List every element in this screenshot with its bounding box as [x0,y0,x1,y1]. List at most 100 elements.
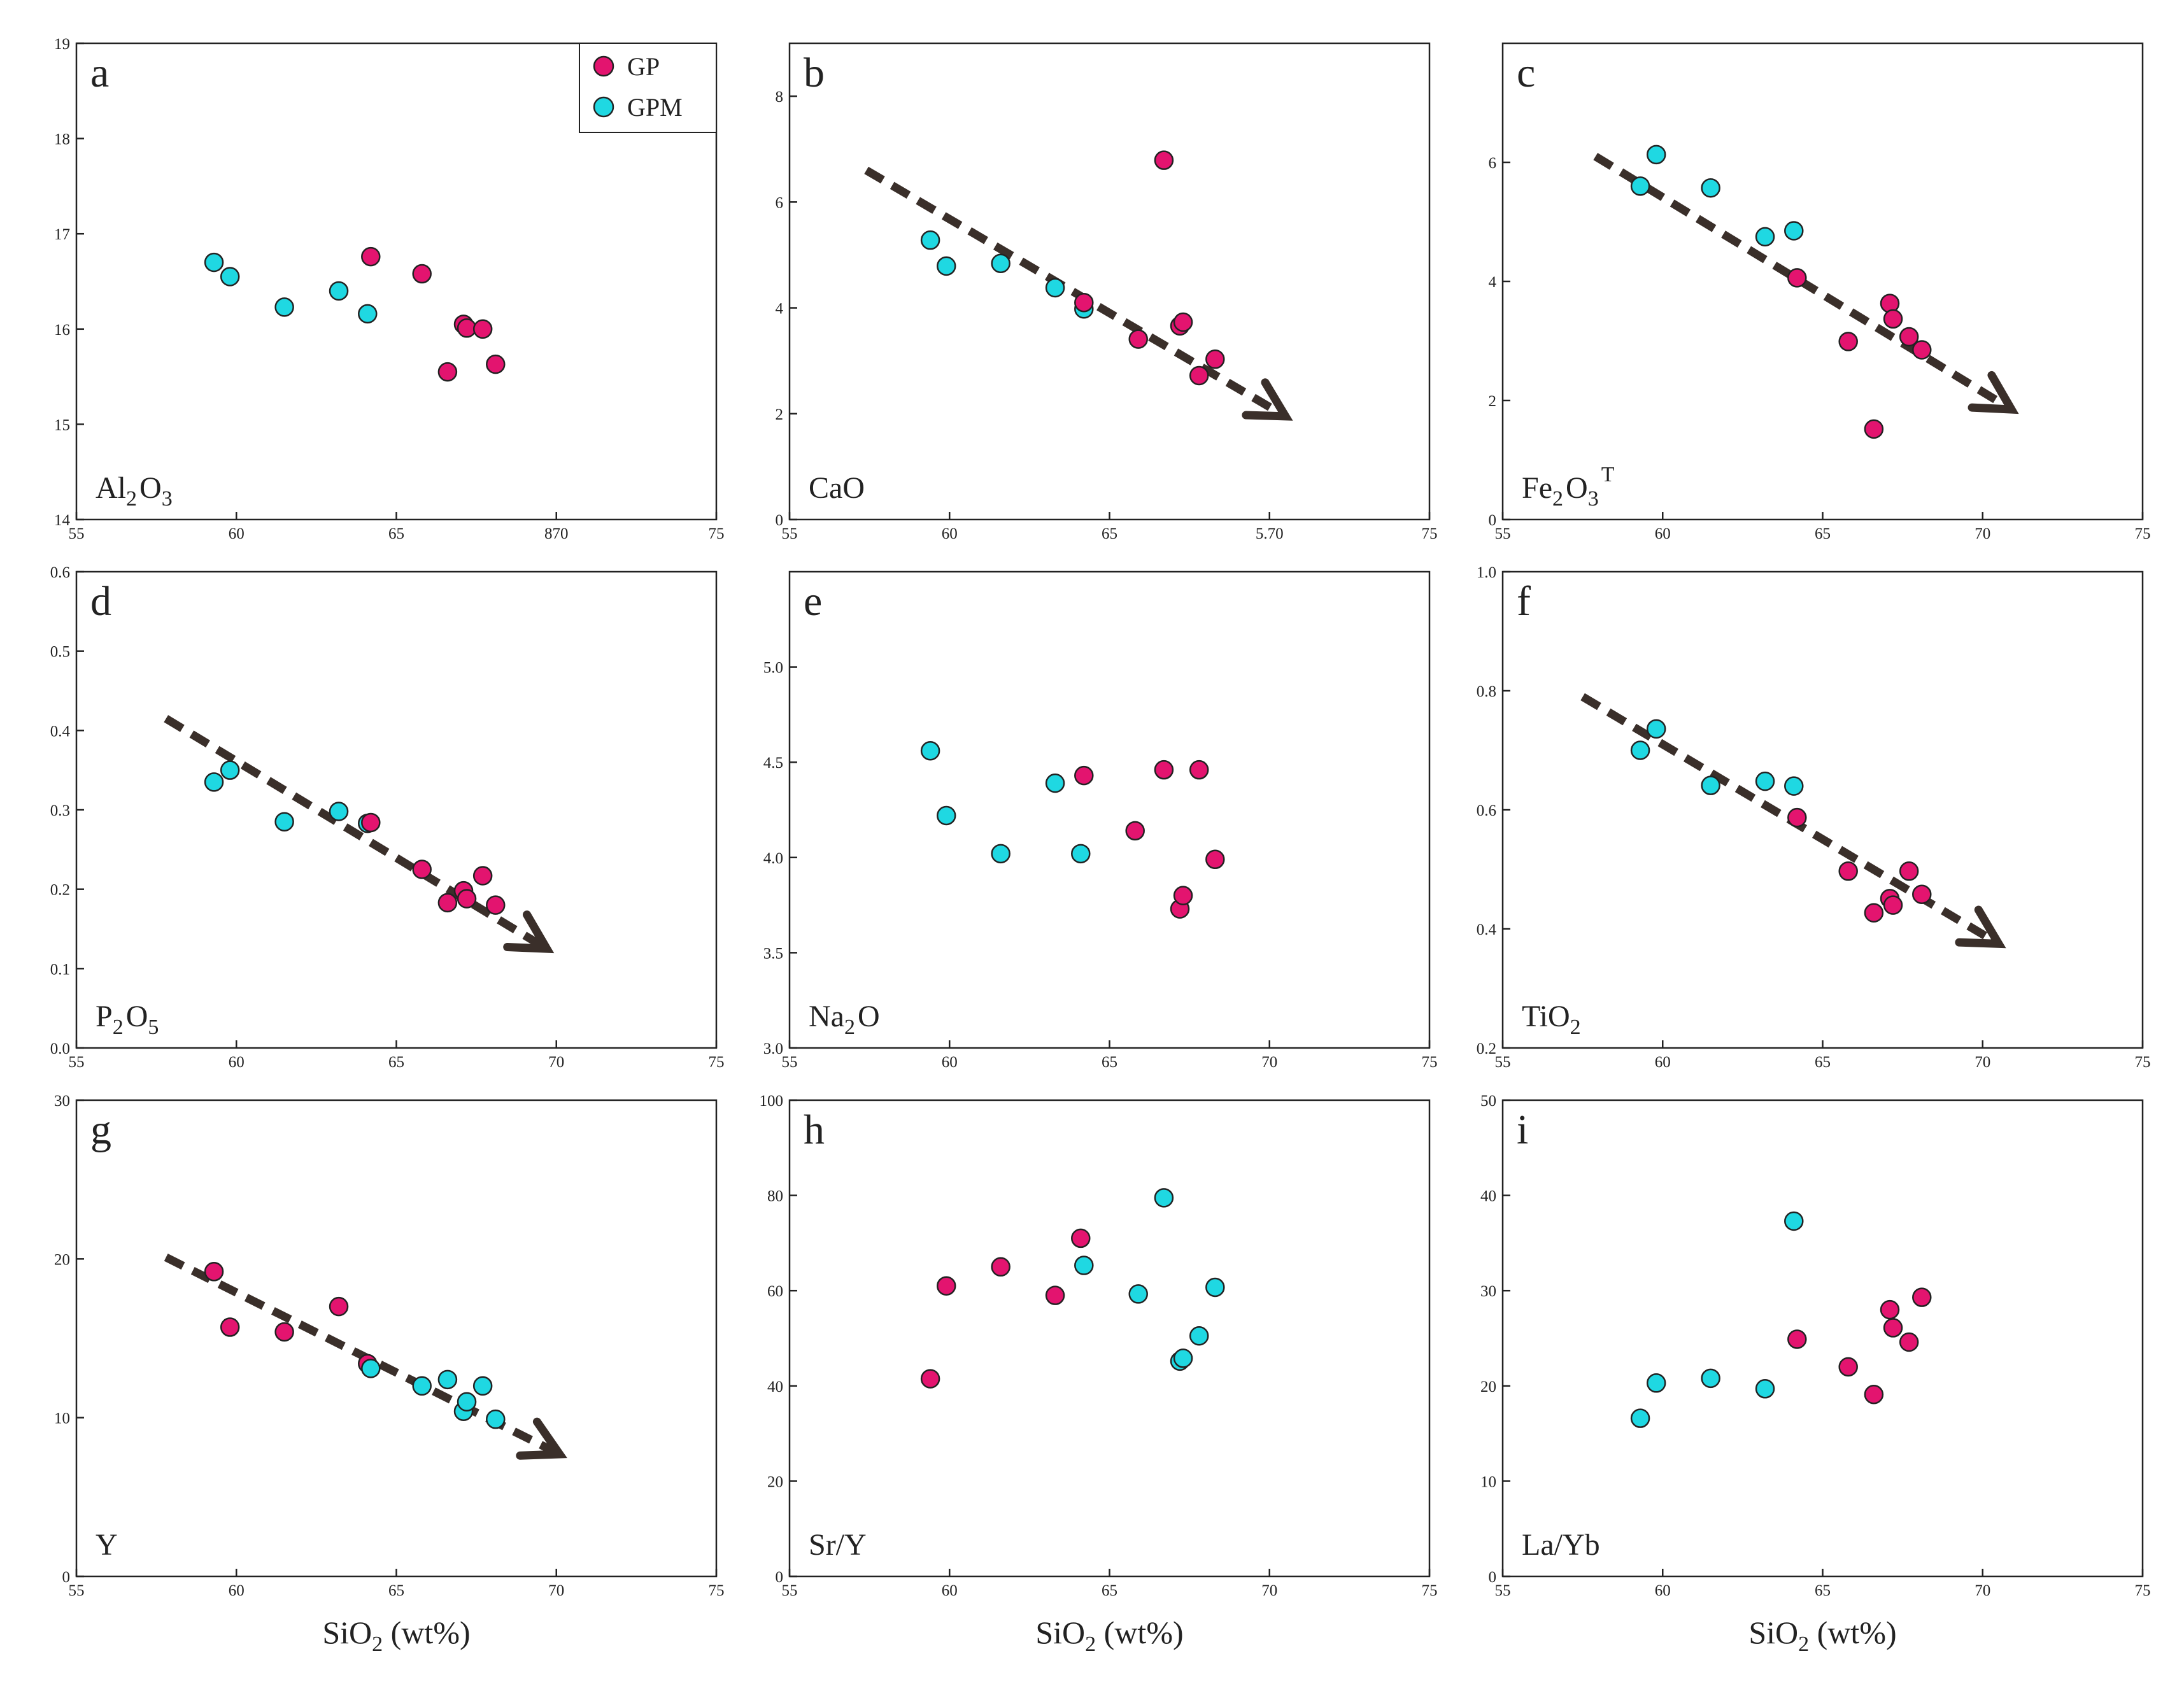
data-point-gpm [1784,1211,1804,1231]
y-tick-label: 10 [54,1410,70,1427]
data-point-gpm [991,253,1010,273]
y-tick-label: 30 [54,1093,70,1110]
y-tick-label: 0.0 [50,1040,70,1058]
element-label-part: Na [809,1000,844,1033]
x-tick-label: 60 [229,525,245,542]
element-label: La/Yb [1522,1528,1600,1562]
x-tick-label: 65 [388,1582,404,1599]
element-label-part: Sr/Y [809,1528,867,1562]
y-tick-label: 4.5 [763,754,783,772]
y-tick-label: 5.0 [763,660,783,677]
data-point-gp [1912,884,1932,905]
x-tick-label: 65 [388,1054,404,1071]
data-point-gpm [1701,1368,1720,1389]
trend-arrow-shaft [864,166,1281,416]
data-point-gp [936,1276,956,1296]
x-tick-label: 55 [1495,1054,1511,1071]
data-point-gp [1154,150,1174,170]
x-tick-label: 60 [229,1054,245,1071]
y-tick-label: 0.2 [1477,1040,1496,1058]
y-tick-label: 17 [54,226,70,243]
y-tick-label: 20 [54,1251,70,1268]
x-axis-label-sub: 2 [372,1632,383,1656]
data-point-gp [1045,1285,1065,1305]
data-point-gpm [204,772,224,792]
x-tick-label: 75 [2135,525,2151,542]
data-point-gp [1074,765,1094,786]
y-tick-label: 6 [1489,155,1497,172]
data-point-gpm [1755,771,1775,791]
plot-frame [788,42,1431,521]
element-label-sub: 2 [126,487,137,511]
data-point-gpm [920,230,940,250]
legend-label-gp: GP [627,52,660,81]
element-label: Y [96,1528,118,1562]
x-tick-label: 65 [1815,525,1831,542]
y-tick-label: 1.0 [1477,564,1496,581]
x-tick-label: 70 [548,1054,564,1071]
x-tick-label: 75 [2135,1054,2151,1071]
panel-g: 55 60 65 70 75 0 10 20 30 g Y SiO2 (wt%) [54,1093,725,1656]
data-point-gp [920,1369,940,1389]
data-point-gp [1838,861,1858,881]
y-tick-label: 16 [54,322,70,339]
trend-arrow-head [503,910,555,954]
panel-letter: a [90,50,109,96]
data-point-gp [274,1322,294,1342]
element-label: TiO2 [1522,1000,1584,1039]
data-point-gpm [1074,1256,1094,1275]
data-point-gpm [472,1376,493,1396]
x-tick-label: 870 [544,525,569,542]
y-tick-label: 4 [776,301,784,318]
x-axis-label-main: SiO [1035,1615,1085,1650]
data-point-gpm [1784,221,1804,241]
x-tick-label: 60 [1655,525,1671,542]
panel-letter: d [90,578,111,625]
panel-e: 55 60 65 70 75 3.0 3.5 4.0 4.5 5.0 e Na2 O [763,570,1438,1071]
data-point-gp [220,1317,240,1337]
data-point-gp [472,319,493,339]
data-point-gpm [457,1392,477,1411]
data-point-gp [1883,309,1903,329]
element-label-reset [159,1000,161,1033]
data-point-gpm [920,740,940,761]
x-axis-label-rest: (wt%) [383,1615,470,1650]
data-point-gp [412,860,432,879]
data-point-gp [1189,760,1209,780]
data-point-gp [1912,340,1932,360]
plot-frame [1501,570,2144,1049]
data-point-gp [1205,849,1225,870]
panel-b: 55 60 65 5.70 75 0 2 4 6 8 b CaO [776,42,1438,542]
data-point-gp [1899,327,1919,347]
element-label-sub: 2 [1570,1015,1581,1039]
x-tick-label: 60 [1655,1054,1671,1071]
y-tick-label: 30 [1480,1283,1496,1300]
x-tick-label: 75 [709,525,725,542]
x-tick-label: 75 [1422,1054,1438,1071]
y-tick-label: 2 [1489,393,1497,410]
y-tick-label: 15 [54,416,70,434]
element-label-part: P [96,1000,113,1033]
trend-arrow-shaft [164,715,542,949]
data-point-gp [1787,807,1807,828]
x-tick-label: 65 [388,525,404,542]
plot-frame [1501,42,2144,521]
x-tick-label: 5.70 [1256,525,1284,542]
element-label-part: Al [96,471,126,505]
panel-letter: f [1517,578,1531,625]
data-point-gpm [220,267,240,287]
element-label: CaO [809,471,865,505]
data-point-gpm [274,297,294,317]
panel-i: 55 60 65 70 75 0 10 20 30 40 50 i La/Yb SiO2 (wt%) [1480,1093,2151,1656]
element-label-reset [1581,1000,1584,1033]
x-tick-label: 75 [709,1582,725,1599]
element-label-part: O [139,471,162,505]
data-point-gp [1899,1332,1919,1352]
element-label-part: TiO [1522,1000,1570,1033]
data-point-gp [1864,419,1884,439]
data-point-gp [1864,1385,1884,1404]
element-label-part: CaO [809,471,865,505]
y-tick-label: 0.6 [1477,802,1496,819]
data-point-gpm [1045,773,1065,793]
x-tick-label: 70 [1261,1054,1277,1071]
